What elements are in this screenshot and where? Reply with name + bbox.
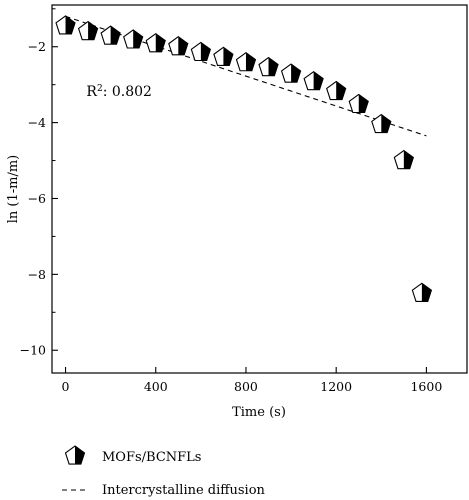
data-point xyxy=(168,36,189,56)
x-ticks: 0 400 800 1200 1600 xyxy=(62,367,442,394)
data-point xyxy=(190,41,212,62)
y-tick-label: −8 xyxy=(28,267,46,282)
x-tick-label: 0 xyxy=(62,379,70,394)
x-axis-title: Time (s) xyxy=(232,405,286,420)
y-tick-label: −10 xyxy=(20,343,46,358)
y-tick-label: −2 xyxy=(28,39,46,54)
data-point xyxy=(123,29,144,49)
data-point xyxy=(280,63,302,83)
data-points xyxy=(55,15,433,302)
data-point xyxy=(326,80,347,101)
r-squared-exponent: 2 xyxy=(97,84,103,94)
data-point xyxy=(258,56,279,77)
data-point xyxy=(213,46,234,66)
x-tick-label: 1600 xyxy=(410,379,442,394)
y-ticks: −2 −4 −6 −8 −10 xyxy=(20,8,58,358)
x-tick-label: 800 xyxy=(234,379,258,394)
data-point xyxy=(348,93,369,114)
x-tick-label: 1200 xyxy=(320,379,352,394)
legend-label-mofs-bcnfls: MOFs/BCNFLs xyxy=(102,450,201,465)
plot-frame xyxy=(51,4,468,374)
data-point xyxy=(145,33,166,53)
data-point xyxy=(77,20,99,41)
y-tick-label: −6 xyxy=(28,191,46,206)
legend-pentagon xyxy=(64,445,86,465)
data-point xyxy=(55,15,76,35)
legend-marker-mofs-bcnfls xyxy=(64,445,86,465)
data-point xyxy=(100,25,121,45)
x-tick-label: 400 xyxy=(144,379,168,394)
r-squared-symbol: R xyxy=(86,84,97,100)
y-axis-title: ln (1-m/m) xyxy=(6,155,21,224)
data-point xyxy=(393,149,415,170)
legend-label-intercrystalline-diffusion: Intercrystalline diffusion xyxy=(102,483,266,498)
data-point xyxy=(411,282,433,302)
data-point xyxy=(235,51,257,72)
r-squared-value: : 0.802 xyxy=(103,84,152,100)
data-point xyxy=(303,70,324,91)
data-point xyxy=(371,113,392,134)
y-tick-label: −4 xyxy=(28,115,46,130)
axes xyxy=(51,4,468,374)
legend: MOFs/BCNFLs Intercrystalline diffusion xyxy=(62,445,266,498)
r-squared-annotation: R2: 0.802 xyxy=(86,84,152,100)
